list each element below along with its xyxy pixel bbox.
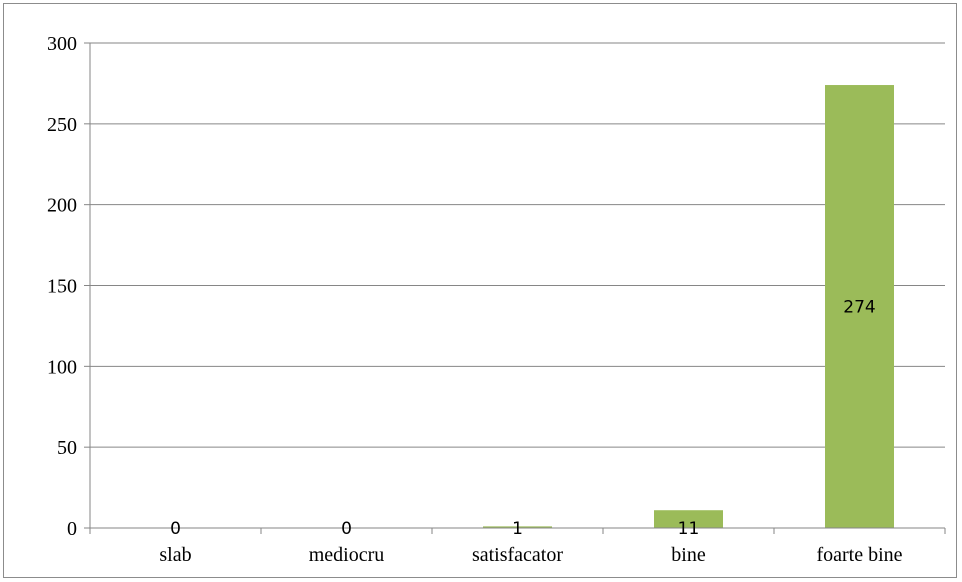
y-tick-labels: 0 50 100 150 200 250 300 xyxy=(47,33,77,540)
y-tick-label: 150 xyxy=(47,276,77,298)
data-label: 274 xyxy=(843,298,875,318)
y-tick-label: 200 xyxy=(47,195,77,217)
y-tick-label: 300 xyxy=(47,33,77,55)
x-tick-label: foarte bine xyxy=(816,544,902,566)
x-tick-label: mediocru xyxy=(309,544,385,566)
bar xyxy=(483,526,552,528)
y-tick-label: 0 xyxy=(67,518,77,540)
gridlines xyxy=(90,42,945,448)
y-tick-label: 50 xyxy=(57,437,77,459)
x-tick-label: satisfacator xyxy=(472,544,563,566)
x-tick-label: bine xyxy=(671,544,706,566)
chart-frame xyxy=(3,3,957,578)
y-tick-label: 250 xyxy=(47,114,77,136)
x-tick-labels: slab mediocru satisfacator bine foarte bine xyxy=(159,544,902,566)
data-label: 11 xyxy=(678,519,700,539)
axes xyxy=(84,42,946,534)
y-tick-label: 100 xyxy=(47,356,77,378)
data-label: 0 xyxy=(170,519,181,539)
data-label: 0 xyxy=(341,519,352,539)
bars xyxy=(483,85,894,529)
data-label: 1 xyxy=(512,519,523,539)
x-tick-label: slab xyxy=(159,544,191,566)
bar xyxy=(654,510,723,528)
bar xyxy=(825,85,894,529)
